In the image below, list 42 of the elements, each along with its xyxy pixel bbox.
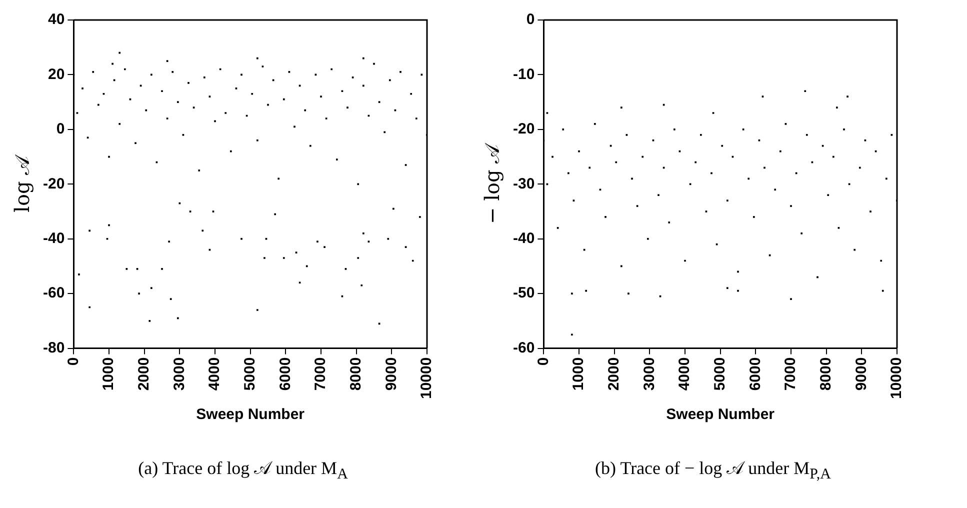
x-tick-label: 3000 — [170, 357, 188, 391]
x-tick-label: 1000 — [100, 357, 118, 391]
x-tick-label: 6000 — [276, 357, 294, 391]
x-tick-label: 7000 — [782, 357, 800, 391]
y-tick-label: 0 — [526, 11, 535, 28]
x-tick-label: 6000 — [746, 357, 764, 391]
y-tick-label: -60 — [42, 284, 65, 302]
x-tick-label: 5000 — [241, 357, 258, 391]
x-tick-label: 3000 — [640, 357, 658, 391]
y-tick-label: -40 — [42, 230, 65, 247]
y-axis-title: − log 𝒜 — [480, 142, 504, 224]
x-tick-label: 4000 — [676, 357, 694, 391]
y-tick-label: -50 — [512, 284, 535, 302]
x-tick-label: 1000 — [570, 357, 588, 391]
x-tick-label: 2000 — [135, 357, 152, 391]
y-axis-title: log 𝒜 — [10, 154, 34, 212]
x-tick-label: 8000 — [817, 357, 834, 391]
x-tick-label: 7000 — [312, 357, 330, 391]
y-tick-label: -20 — [512, 120, 535, 138]
x-axis-title: Sweep Number — [196, 406, 305, 424]
text: (b) Trace of − log 𝒜 under M$_{P,A}$ — [594, 458, 832, 484]
x-tick-label: 9000 — [382, 357, 400, 391]
x-tick-label: 0 — [64, 357, 82, 366]
x-tick-label: 10000 — [418, 357, 436, 400]
y-tick-label: 40 — [48, 11, 65, 28]
y-tick-label: -30 — [512, 175, 535, 192]
y-tick-label: 20 — [48, 66, 65, 83]
y-tick-label: -40 — [512, 230, 535, 247]
y-tick-label: -60 — [512, 339, 535, 356]
text: (a) Trace of log 𝒜 under M$_{A}$ — [137, 458, 349, 484]
x-tick-label: 4000 — [206, 357, 224, 391]
y-tick-label: -20 — [42, 175, 65, 192]
x-axis-title: Sweep Number — [666, 406, 775, 424]
x-tick-label: 10000 — [888, 357, 906, 400]
x-tick-label: 2000 — [605, 357, 622, 391]
x-tick-label: 9000 — [852, 357, 870, 391]
x-tick-label: 8000 — [347, 357, 364, 391]
y-tick-label: 0 — [56, 120, 65, 138]
x-tick-label: 5000 — [711, 357, 728, 391]
y-tick-label: -10 — [512, 66, 535, 83]
x-tick-label: 0 — [534, 357, 552, 366]
y-tick-label: -80 — [42, 339, 65, 356]
